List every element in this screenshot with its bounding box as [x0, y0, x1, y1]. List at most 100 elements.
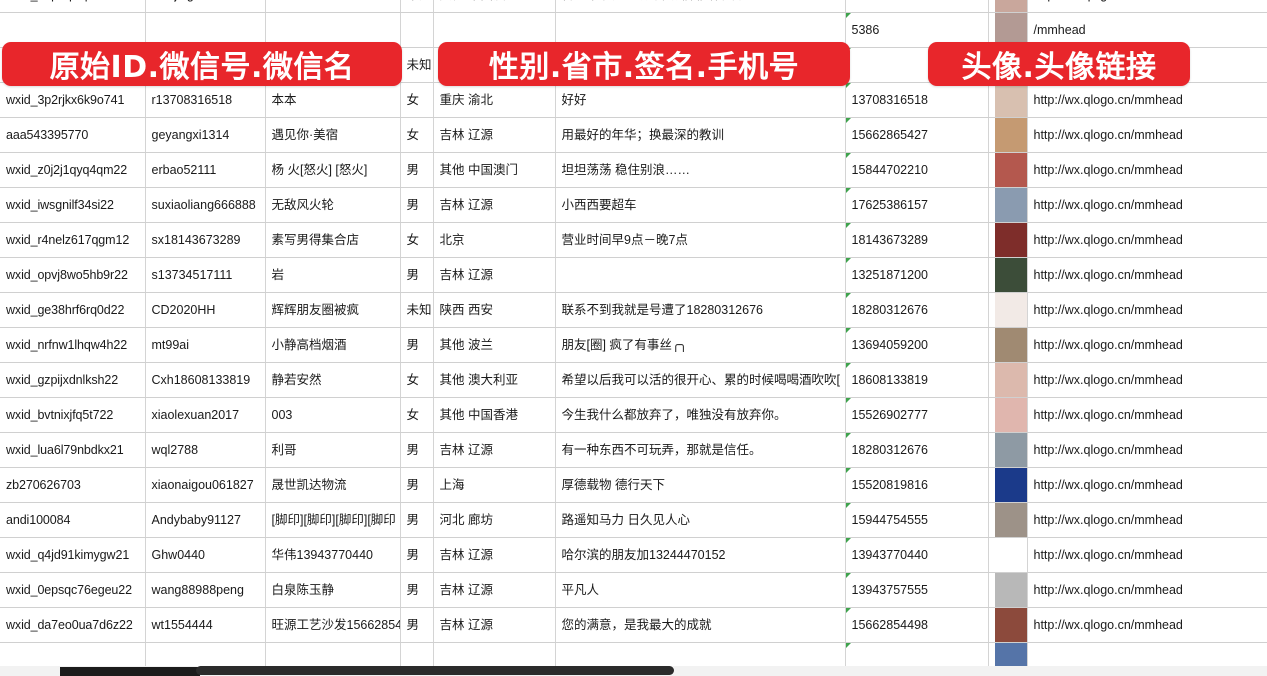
cell-wechat-name[interactable]: 白泉陈玉静: [265, 572, 401, 608]
cell-province[interactable]: 北京: [433, 222, 556, 258]
cell-avatar-url[interactable]: http://wx.qlogo.cn/mmhead: [1027, 432, 1267, 468]
cell-signature[interactable]: 小西西要超车: [555, 187, 846, 223]
cell-wechat-id[interactable]: Ghw0440: [145, 537, 266, 573]
cell-original-id[interactable]: wxid_nrfnw1lhqw4h22: [0, 327, 146, 363]
cell-original-id[interactable]: wxid_da7eo0ua7d6z22: [0, 607, 146, 643]
cell-wechat-name[interactable]: 丫丫~小: [265, 0, 401, 13]
table-row[interactable]: wxid_lua6l79nbdkx21 wql2788 利哥男吉林 辽源 有一种东西不…: [0, 432, 1267, 468]
cell-wechat-name[interactable]: 本本: [265, 82, 401, 118]
cell-signature[interactable]: 好好: [555, 82, 846, 118]
cell-avatar-url[interactable]: http://wx.qlogo.cn/mmhead: [1027, 82, 1267, 118]
cell-avatar-url[interactable]: http://wx.qlogo.cn/mmhead: [1027, 187, 1267, 223]
cell-wechat-id[interactable]: geyangxi1314: [145, 117, 266, 153]
cell-signature[interactable]: 有一种东西不可玩弄，那就是信任。: [555, 432, 846, 468]
cell-original-id[interactable]: wxid_r4nelz617qgm12: [0, 222, 146, 258]
cell-gender[interactable]: 男: [400, 467, 434, 503]
cell-original-id[interactable]: wxid_65p5qakpwuie22: [0, 0, 146, 13]
cell-wechat-id[interactable]: xiaonaigou061827: [145, 467, 266, 503]
cell-province[interactable]: 吉林 辽源: [433, 572, 556, 608]
table-row[interactable]: wxid_ge38hrf6rq0d22 CD2020HH 辉辉朋友圈被疯 未知 陕西 西…: [0, 292, 1267, 328]
cell-avatar[interactable]: [988, 327, 1028, 363]
cell-province[interactable]: 陕西 西安: [433, 292, 556, 328]
cell-wechat-name[interactable]: 辉辉朋友圈被疯: [265, 292, 401, 328]
table-row[interactable]: wxid_nrfnw1lhqw4h22 mt99ai 小静高档烟酒男其他 波兰 朋友[…: [0, 327, 1267, 363]
cell-wechat-name[interactable]: 旺源工艺沙发15662854: [265, 607, 401, 643]
cell-original-id[interactable]: wxid_0epsqc76egeu22: [0, 572, 146, 608]
cell-province[interactable]: 重庆 渝北: [433, 82, 556, 118]
cell-signature[interactable]: 希望以后我可以活的很开心、累的时候喝喝酒吹吹[: [555, 362, 846, 398]
table-row[interactable]: zb270626703 xiaonaigou061827 晟世凯达物流男上海 厚德载物…: [0, 467, 1267, 503]
cell-gender[interactable]: 男: [400, 502, 434, 538]
cell-wechat-id[interactable]: xiaolexuan2017: [145, 397, 266, 433]
cell-phone[interactable]: 13708316518: [845, 82, 989, 118]
cell-avatar[interactable]: [988, 607, 1028, 643]
horizontal-scrollbar-thumb[interactable]: [196, 666, 674, 675]
cell-wechat-name[interactable]: [脚印][脚印][脚印][脚印: [265, 502, 401, 538]
cell-gender[interactable]: 未知: [400, 0, 434, 13]
cell-gender[interactable]: 未知: [400, 47, 434, 83]
cell-avatar-url[interactable]: http://wx.qlogo.cn/mmhead: [1027, 0, 1267, 13]
cell-signature[interactable]: 平凡人: [555, 572, 846, 608]
cell-avatar-url[interactable]: http://wx.qlogo.cn/mmhead: [1027, 362, 1267, 398]
table-row[interactable]: wxid_r4nelz617qgm12 sx18143673289 素写男得集合店女…: [0, 222, 1267, 258]
cell-wechat-id[interactable]: mt99ai: [145, 327, 266, 363]
cell-phone[interactable]: 18143673289: [845, 222, 989, 258]
cell-avatar[interactable]: [988, 432, 1028, 468]
cell-avatar[interactable]: [988, 117, 1028, 153]
cell-original-id[interactable]: wxid_lua6l79nbdkx21: [0, 432, 146, 468]
cell-province[interactable]: 河北 廊坊: [433, 502, 556, 538]
cell-signature[interactable]: 哈尔滨的朋友加13244470152: [555, 537, 846, 573]
cell-phone[interactable]: 18608133819: [845, 362, 989, 398]
cell-wechat-id[interactable]: erbao52111: [145, 152, 266, 188]
cell-wechat-name[interactable]: 遇见你·美宿: [265, 117, 401, 153]
cell-wechat-id[interactable]: r13708316518: [145, 82, 266, 118]
cell-original-id[interactable]: wxid_bvtnixjfq5t722: [0, 397, 146, 433]
cell-signature[interactable]: 合一单 交一个朋友 诚信靠谱 失联18280312676: [555, 0, 846, 13]
cell-province[interactable]: 其他 中国澳门: [433, 0, 556, 13]
cell-avatar[interactable]: [988, 537, 1028, 573]
cell-phone[interactable]: 17625386157: [845, 187, 989, 223]
table-row[interactable]: wxid_bvtnixjfq5t722 xiaolexuan2017 003 女其他 …: [0, 397, 1267, 433]
cell-wechat-name[interactable]: 晟世凯达物流: [265, 467, 401, 503]
cell-province[interactable]: 其他 波兰: [433, 327, 556, 363]
cell-phone[interactable]: 15844702210: [845, 152, 989, 188]
cell-avatar[interactable]: [988, 397, 1028, 433]
cell-wechat-name[interactable]: 静若安然: [265, 362, 401, 398]
scrollbar-left-region[interactable]: [60, 667, 200, 676]
cell-signature[interactable]: 路遥知马力 日久见人心: [555, 502, 846, 538]
cell-province[interactable]: 上海: [433, 467, 556, 503]
cell-original-id[interactable]: wxid_iwsgnilf34si22: [0, 187, 146, 223]
cell-avatar[interactable]: [988, 502, 1028, 538]
cell-wechat-id[interactable]: Andybaby91127: [145, 502, 266, 538]
cell-wechat-id[interactable]: wql2788: [145, 432, 266, 468]
cell-avatar-url[interactable]: http://wx.qlogo.cn/mmhead: [1027, 222, 1267, 258]
table-row[interactable]: wxid_z0j2j1qyq4qm22 erbao52111 杨 火[怒火] [怒火…: [0, 152, 1267, 188]
cell-signature[interactable]: 用最好的年华；换最深的教训: [555, 117, 846, 153]
cell-phone[interactable]: 15662865427: [845, 117, 989, 153]
cell-signature[interactable]: 朋友[圈] 疯了有事丝╭╮: [555, 327, 846, 363]
cell-wechat-name[interactable]: 素写男得集合店: [265, 222, 401, 258]
cell-gender[interactable]: 男: [400, 537, 434, 573]
cell-original-id[interactable]: wxid_gzpijxdnlksh22: [0, 362, 146, 398]
cell-wechat-id[interactable]: Cxh18608133819: [145, 362, 266, 398]
cell-province[interactable]: 吉林 辽源: [433, 537, 556, 573]
cell-province[interactable]: 其他 澳大利亚: [433, 362, 556, 398]
cell-province[interactable]: 吉林 辽源: [433, 187, 556, 223]
cell-original-id[interactable]: aaa543395770: [0, 117, 146, 153]
cell-wechat-name[interactable]: 利哥: [265, 432, 401, 468]
table-row[interactable]: aaa543395770 geyangxi1314 遇见你·美宿女吉林 辽源 用最好的…: [0, 117, 1267, 153]
cell-gender[interactable]: 男: [400, 572, 434, 608]
cell-wechat-name[interactable]: 003: [265, 397, 401, 433]
cell-signature[interactable]: 坦坦荡荡 稳住别浪……: [555, 152, 846, 188]
cell-province[interactable]: 其他 中国澳门: [433, 152, 556, 188]
cell-avatar-url[interactable]: http://wx.qlogo.cn/mmhead: [1027, 257, 1267, 293]
cell-avatar-url[interactable]: http://wx.qlogo.cn/mmhead: [1027, 397, 1267, 433]
cell-signature[interactable]: [555, 257, 846, 293]
cell-province[interactable]: 其他 中国香港: [433, 397, 556, 433]
cell-avatar[interactable]: [988, 152, 1028, 188]
cell-wechat-id[interactable]: s13734517111: [145, 257, 266, 293]
cell-province[interactable]: 吉林 辽源: [433, 257, 556, 293]
cell-wechat-id[interactable]: suxiaoliang666888: [145, 187, 266, 223]
cell-gender[interactable]: 男: [400, 432, 434, 468]
